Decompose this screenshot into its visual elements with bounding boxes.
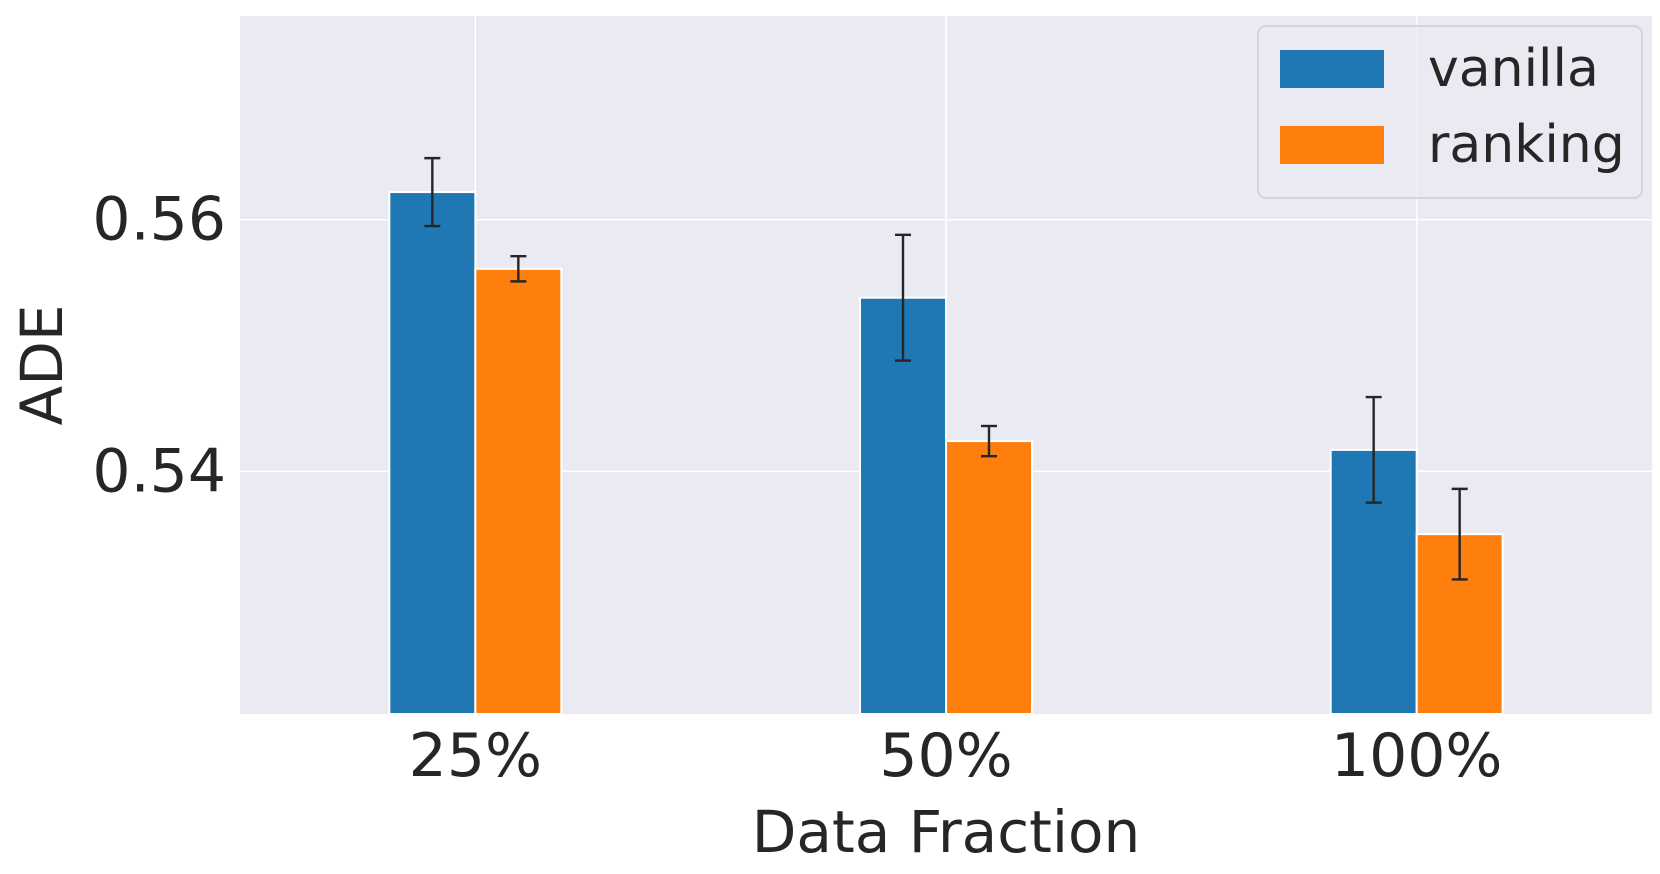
error-bar-ranking-25% xyxy=(510,255,527,283)
x-tick-label: 50% xyxy=(879,721,1012,791)
x-tick-label: 100% xyxy=(1331,721,1503,791)
error-bar-vanilla-50% xyxy=(895,233,911,362)
legend: vanilla ranking xyxy=(1257,25,1643,199)
bars xyxy=(388,191,1504,716)
error-bar-ranking-100% xyxy=(1451,487,1468,581)
bar-ranking-50% xyxy=(945,440,1033,715)
error-bar-ranking-50% xyxy=(981,424,997,458)
legend-label-vanilla: vanilla xyxy=(1428,39,1599,99)
error-bar-vanilla-25% xyxy=(424,156,441,228)
y-tick-label: 0.56 xyxy=(92,185,226,255)
y-tick-labels: 0.54 0.56 xyxy=(92,185,226,507)
legend-label-ranking: ranking xyxy=(1428,115,1625,175)
legend-swatch-ranking xyxy=(1280,126,1384,164)
x-tick-label: 25% xyxy=(409,721,542,791)
y-tick-label: 0.54 xyxy=(92,436,226,506)
error-bar-vanilla-100% xyxy=(1365,395,1382,504)
x-axis-label: Data Fraction xyxy=(752,798,1140,866)
x-tick-labels: 25% 50% 100% xyxy=(409,721,1503,791)
bar-vanilla-50% xyxy=(859,296,947,715)
bar-ranking-25% xyxy=(474,267,563,715)
error-bars xyxy=(424,156,1468,581)
bar-vanilla-25% xyxy=(388,191,477,715)
y-axis-label: ADE xyxy=(8,305,76,426)
legend-swatch-vanilla xyxy=(1280,50,1384,88)
